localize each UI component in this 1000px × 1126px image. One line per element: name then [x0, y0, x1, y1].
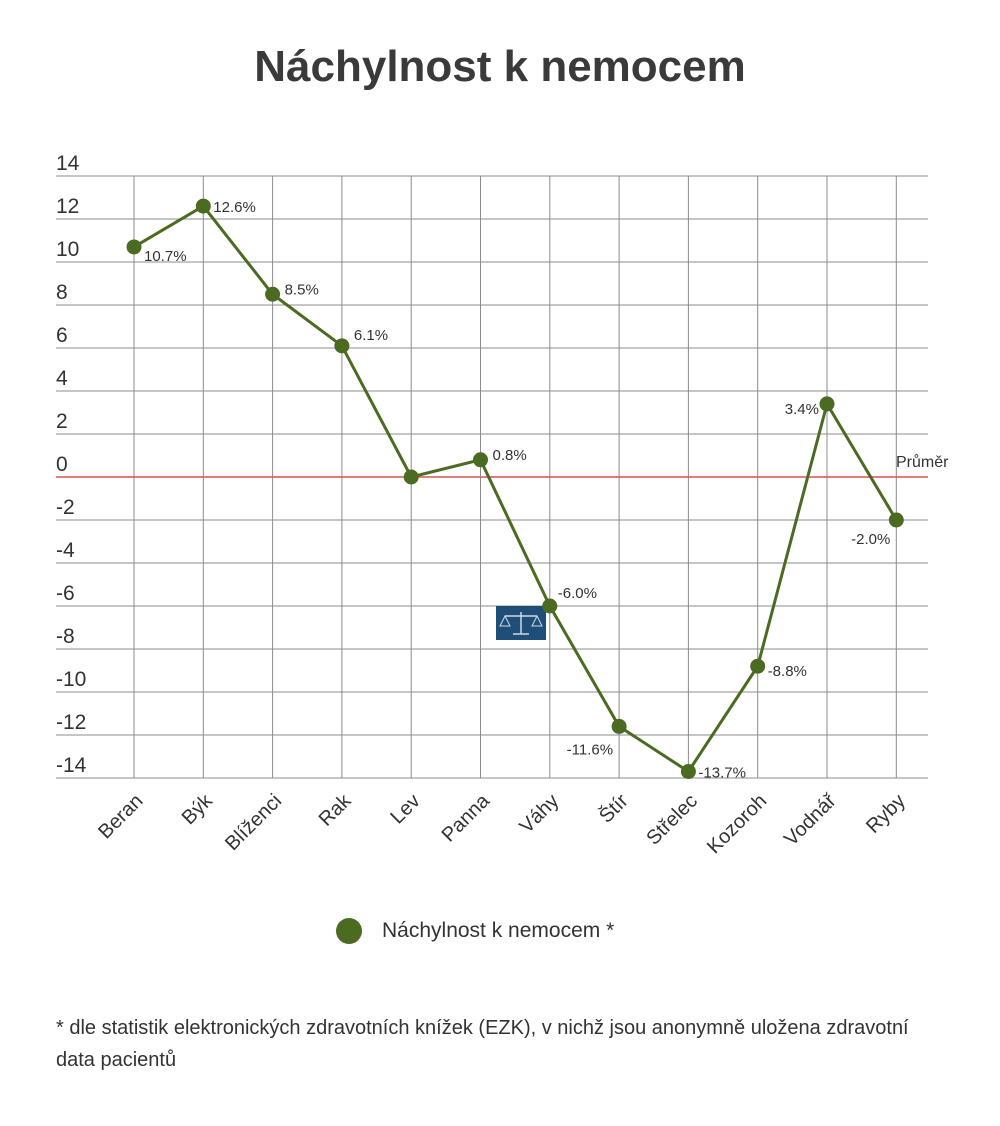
y-tick-label: 12: [56, 195, 79, 218]
y-tick-label: 4: [56, 367, 68, 390]
x-tick-label: Panna: [438, 789, 495, 846]
y-tick-label: -6: [56, 582, 75, 605]
reference-line-label: Průměr: [896, 453, 949, 471]
series-line: [133, 204, 898, 774]
x-tick-label: Váhy: [516, 790, 564, 838]
data-label: 10.7%: [144, 248, 187, 265]
y-tick-label: 2: [56, 410, 68, 433]
data-point: [819, 396, 835, 412]
y-tick-label: 10: [56, 238, 79, 261]
x-tick-label: Štír: [594, 789, 633, 828]
y-tick-label: 8: [56, 281, 68, 304]
legend-label: Náchylnost k nemocem *: [382, 919, 615, 942]
y-tick-label: -14: [56, 754, 87, 777]
data-point: [750, 658, 766, 674]
data-point: [680, 764, 696, 780]
data-point: [611, 718, 627, 734]
y-tick-label: -8: [56, 625, 75, 648]
x-tick-label: Lev: [386, 790, 424, 828]
data-point: [265, 286, 281, 302]
y-tick-label: -4: [56, 539, 75, 562]
data-point: [126, 239, 142, 255]
data-label: -11.6%: [567, 741, 613, 758]
x-tick-label: Býk: [178, 789, 218, 829]
data-point: [473, 452, 488, 468]
data-label: 6.1%: [354, 327, 388, 344]
x-tick-label: Blíženci: [221, 790, 286, 855]
libra-scales-icon: [496, 606, 546, 640]
x-tick-label: Kozoroh: [703, 790, 771, 858]
y-tick-label: -2: [56, 496, 75, 519]
x-tick-label: Vodnář: [780, 789, 841, 850]
data-point: [334, 338, 350, 354]
data-label: -6.0%: [558, 585, 597, 602]
y-tick-label: -10: [56, 668, 86, 691]
y-tick-label: -12: [56, 711, 86, 734]
data-label: 3.4%: [785, 401, 819, 418]
footnote: * dle statistik elektronických zdravotní…: [56, 1017, 909, 1071]
data-label: -8.8%: [768, 663, 807, 680]
chart-title: Náchylnost k nemocem: [254, 42, 746, 91]
data-label: -2.0%: [851, 531, 890, 548]
data-point: [403, 469, 419, 485]
x-tick-label: Ryby: [862, 790, 910, 838]
legend-marker: [336, 918, 362, 944]
y-tick-label: 0: [56, 453, 68, 476]
data-label: 12.6%: [213, 199, 256, 216]
y-tick-label: 6: [56, 324, 68, 347]
data-point: [888, 512, 904, 528]
legend: Náchylnost k nemocem *: [336, 918, 614, 944]
data-point: [195, 198, 211, 214]
data-label: 0.8%: [493, 447, 527, 464]
x-tick-label: Střelec: [642, 790, 702, 850]
line-chart: 14 12 10 8 6 4 2 0 -2 -4 -6 -8 -10 -12 -14 Beran Býk Blíž…: [56, 152, 949, 858]
x-tick-label: Beran: [94, 790, 147, 843]
data-label: 8.5%: [285, 281, 319, 298]
data-point: [542, 598, 558, 614]
data-label: -13.7%: [698, 765, 746, 782]
x-tick-label: Rak: [315, 789, 356, 830]
y-tick-label: 14: [56, 152, 80, 175]
